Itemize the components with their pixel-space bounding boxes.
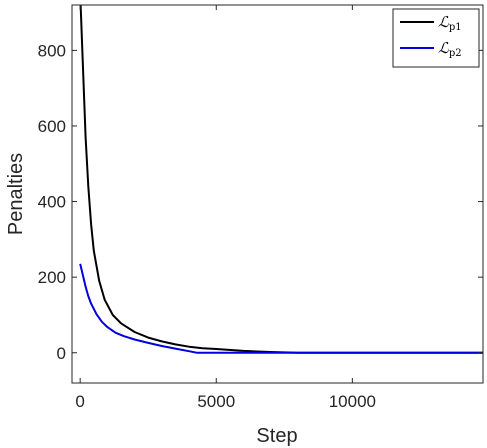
- legend-script-lp1: ℒ: [438, 13, 450, 31]
- y-tick-label: 600: [38, 117, 66, 136]
- legend-entry-lp2: ℒp2: [438, 39, 462, 59]
- y-tick-label: 800: [38, 41, 66, 60]
- y-tick-label: 400: [38, 193, 66, 212]
- plot-frame: [71, 4, 484, 384]
- legend-subscript-lp1: p1: [449, 22, 462, 33]
- x-tick-label: 10000: [329, 392, 376, 411]
- legend-script-lp2: ℒ: [438, 39, 450, 57]
- x-axis-ticks: 0 5000 10000: [75, 5, 376, 411]
- legend-entry-lp1: ℒp1: [438, 13, 462, 33]
- series-layer: [79, 5, 483, 354]
- legend: ℒp1 ℒp2: [392, 8, 480, 68]
- x-tick-label: 0: [75, 392, 84, 411]
- y-axis-ticks: 0 200 400 600 800: [38, 41, 483, 363]
- legend-subscript-lp2: p2: [449, 48, 462, 59]
- y-tick-label: 200: [38, 268, 66, 287]
- x-axis-label: Step: [256, 425, 297, 447]
- y-axis-label: Penalties: [5, 153, 27, 235]
- plot-background: [72, 5, 483, 383]
- series-line-p2: [79, 263, 483, 354]
- legend-box: [392, 8, 480, 68]
- x-tick-label: 5000: [197, 392, 235, 411]
- y-tick-label: 0: [57, 344, 66, 363]
